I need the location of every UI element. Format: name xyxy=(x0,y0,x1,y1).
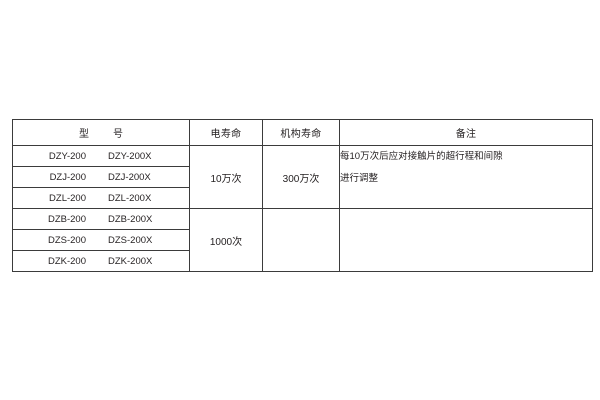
model-variant: DZJ-200X xyxy=(108,171,151,183)
model-variant: DZY-200X xyxy=(108,150,152,162)
model-variant: DZL-200X xyxy=(108,192,152,204)
table-row: DZY-200 DZY-200X 10万次 300万次 每10万次后应对接触片的… xyxy=(12,145,593,209)
model-cell: DZS-200 DZS-200X xyxy=(12,229,190,251)
table-row: DZB-200 DZB-200X 1000次 xyxy=(12,208,593,272)
model-cell: DZL-200 DZL-200X xyxy=(12,187,190,209)
column-header-model-label: 型 号 xyxy=(79,129,130,140)
table-row: DZJ-200 DZJ-200X xyxy=(12,166,593,188)
table-body: DZY-200 DZY-200X 10万次 300万次 每10万次后应对接触片的… xyxy=(12,145,593,272)
table-row: DZK-200 DZK-200X xyxy=(12,250,593,272)
column-header-model: 型 号 xyxy=(12,119,190,146)
table-row: DZL-200 DZL-200X xyxy=(12,187,593,209)
model-variant: DZB-200X xyxy=(108,213,153,225)
model-cell: DZY-200 DZY-200X xyxy=(12,145,190,167)
remark-cell xyxy=(339,208,593,272)
model-base: DZK-200 xyxy=(47,255,86,267)
electrical-life-cell: 1000次 xyxy=(189,208,263,272)
model-variant: DZS-200X xyxy=(108,234,153,246)
column-header-mechanical-life: 机构寿命 xyxy=(262,119,340,146)
mechanical-life-cell: 300万次 xyxy=(262,145,340,209)
mechanical-life-cell xyxy=(262,208,340,272)
model-base: DZS-200 xyxy=(47,234,86,246)
model-cell: DZK-200 DZK-200X xyxy=(12,250,190,272)
model-base: DZL-200 xyxy=(49,192,86,204)
column-header-remark: 备注 xyxy=(339,119,593,146)
model-base: DZJ-200 xyxy=(49,171,86,183)
model-variant: DZK-200X xyxy=(108,255,153,267)
remark-line-2: 进行调整 xyxy=(340,173,379,184)
model-base: DZB-200 xyxy=(47,213,86,225)
table-row: DZS-200 DZS-200X xyxy=(12,229,593,251)
table-header-row: 型 号 电寿命 机构寿命 备注 xyxy=(12,119,593,146)
model-cell: DZB-200 DZB-200X xyxy=(12,208,190,230)
electrical-life-cell: 10万次 xyxy=(189,145,263,209)
model-base: DZY-200 xyxy=(48,150,86,162)
remark-cell: 每10万次后应对接触片的超行程和间隙 进行调整 xyxy=(339,145,593,209)
specification-table: 型 号 电寿命 机构寿命 备注 DZY-200 DZY-200X 10万次 30… xyxy=(12,119,593,272)
column-header-electrical-life: 电寿命 xyxy=(189,119,263,146)
model-cell: DZJ-200 DZJ-200X xyxy=(12,166,190,188)
table-header: 型 号 电寿命 机构寿命 备注 xyxy=(12,119,593,146)
remark-line-1: 每10万次后应对接触片的超行程和间隙 xyxy=(340,151,503,162)
